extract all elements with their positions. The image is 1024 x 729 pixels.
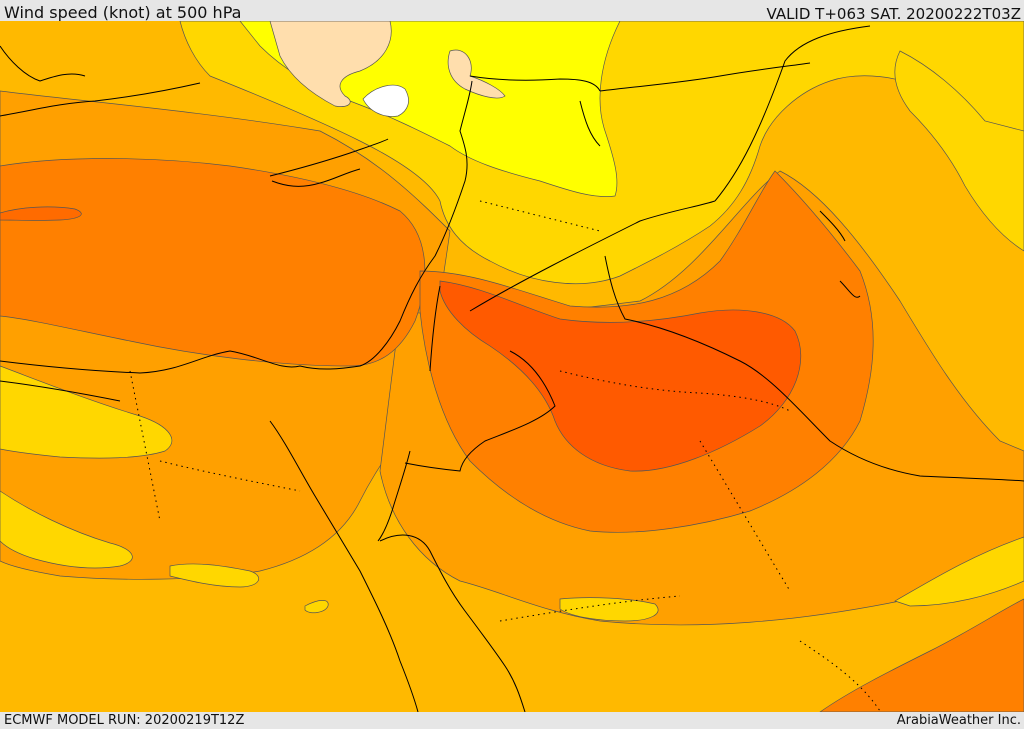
band-gold-sw [0, 490, 133, 569]
band-gold-patch-3 [894, 536, 1024, 607]
band-gold-patch-1 [169, 563, 260, 588]
band-white [362, 84, 409, 117]
map-footer: ECMWF MODEL RUN: 20200219T12Z ArabiaWeat… [0, 712, 1024, 729]
band-peach-2 [447, 49, 506, 99]
band-orange-west [0, 158, 426, 367]
map-title: Wind speed (knot) at 500 hPa [4, 3, 242, 22]
band-gold-patch-4 [304, 600, 329, 614]
band-red-core [439, 280, 802, 472]
map-header: Wind speed (knot) at 500 hPa VALID T+063… [0, 0, 1024, 23]
band-orange-se [819, 598, 1024, 712]
coastlines [0, 45, 861, 712]
map-canvas [0, 21, 1024, 712]
model-run: ECMWF MODEL RUN: 20200219T12Z [4, 713, 245, 728]
band-gold-patch-2 [559, 597, 659, 622]
region-borders [129, 200, 881, 712]
credit: ArabiaWeather Inc. [896, 713, 1021, 728]
country-borders [0, 25, 1024, 482]
valid-time: VALID T+063 SAT. 20200222T03Z [766, 5, 1021, 23]
band-gold-east [894, 50, 1024, 252]
weather-map [0, 21, 1024, 712]
band-peach-1 [269, 21, 392, 107]
band-red-streak [0, 206, 82, 221]
band-gold-west [0, 365, 173, 459]
